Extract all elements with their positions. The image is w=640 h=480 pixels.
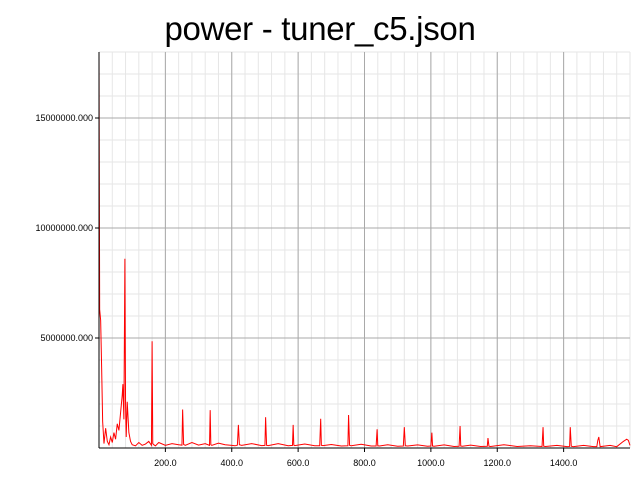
chart-title: power - tuner_c5.json [164, 10, 476, 47]
series-line-0 [98, 51, 631, 448]
y-tick-label: 10000000.000 [35, 223, 93, 233]
grid-major [99, 52, 630, 448]
y-axis-ticks: 5000000.000 10000000.000 15000000.000 [35, 113, 99, 343]
series-layer [98, 51, 631, 448]
x-tick-label: 600.0 [287, 458, 310, 468]
x-tick-label: 400.0 [220, 458, 243, 468]
x-tick-label: 800.0 [353, 458, 376, 468]
y-tick-label: 15000000.000 [35, 113, 93, 123]
x-tick-label: 1200.0 [483, 458, 511, 468]
x-tick-label: 1000.0 [417, 458, 445, 468]
x-axis-ticks: 200.0 400.0 600.0 800.0 1000.0 1200.0 1400.0 [154, 448, 577, 468]
x-tick-label: 1400.0 [550, 458, 578, 468]
x-tick-label: 200.0 [154, 458, 177, 468]
y-tick-label: 5000000.000 [40, 333, 93, 343]
